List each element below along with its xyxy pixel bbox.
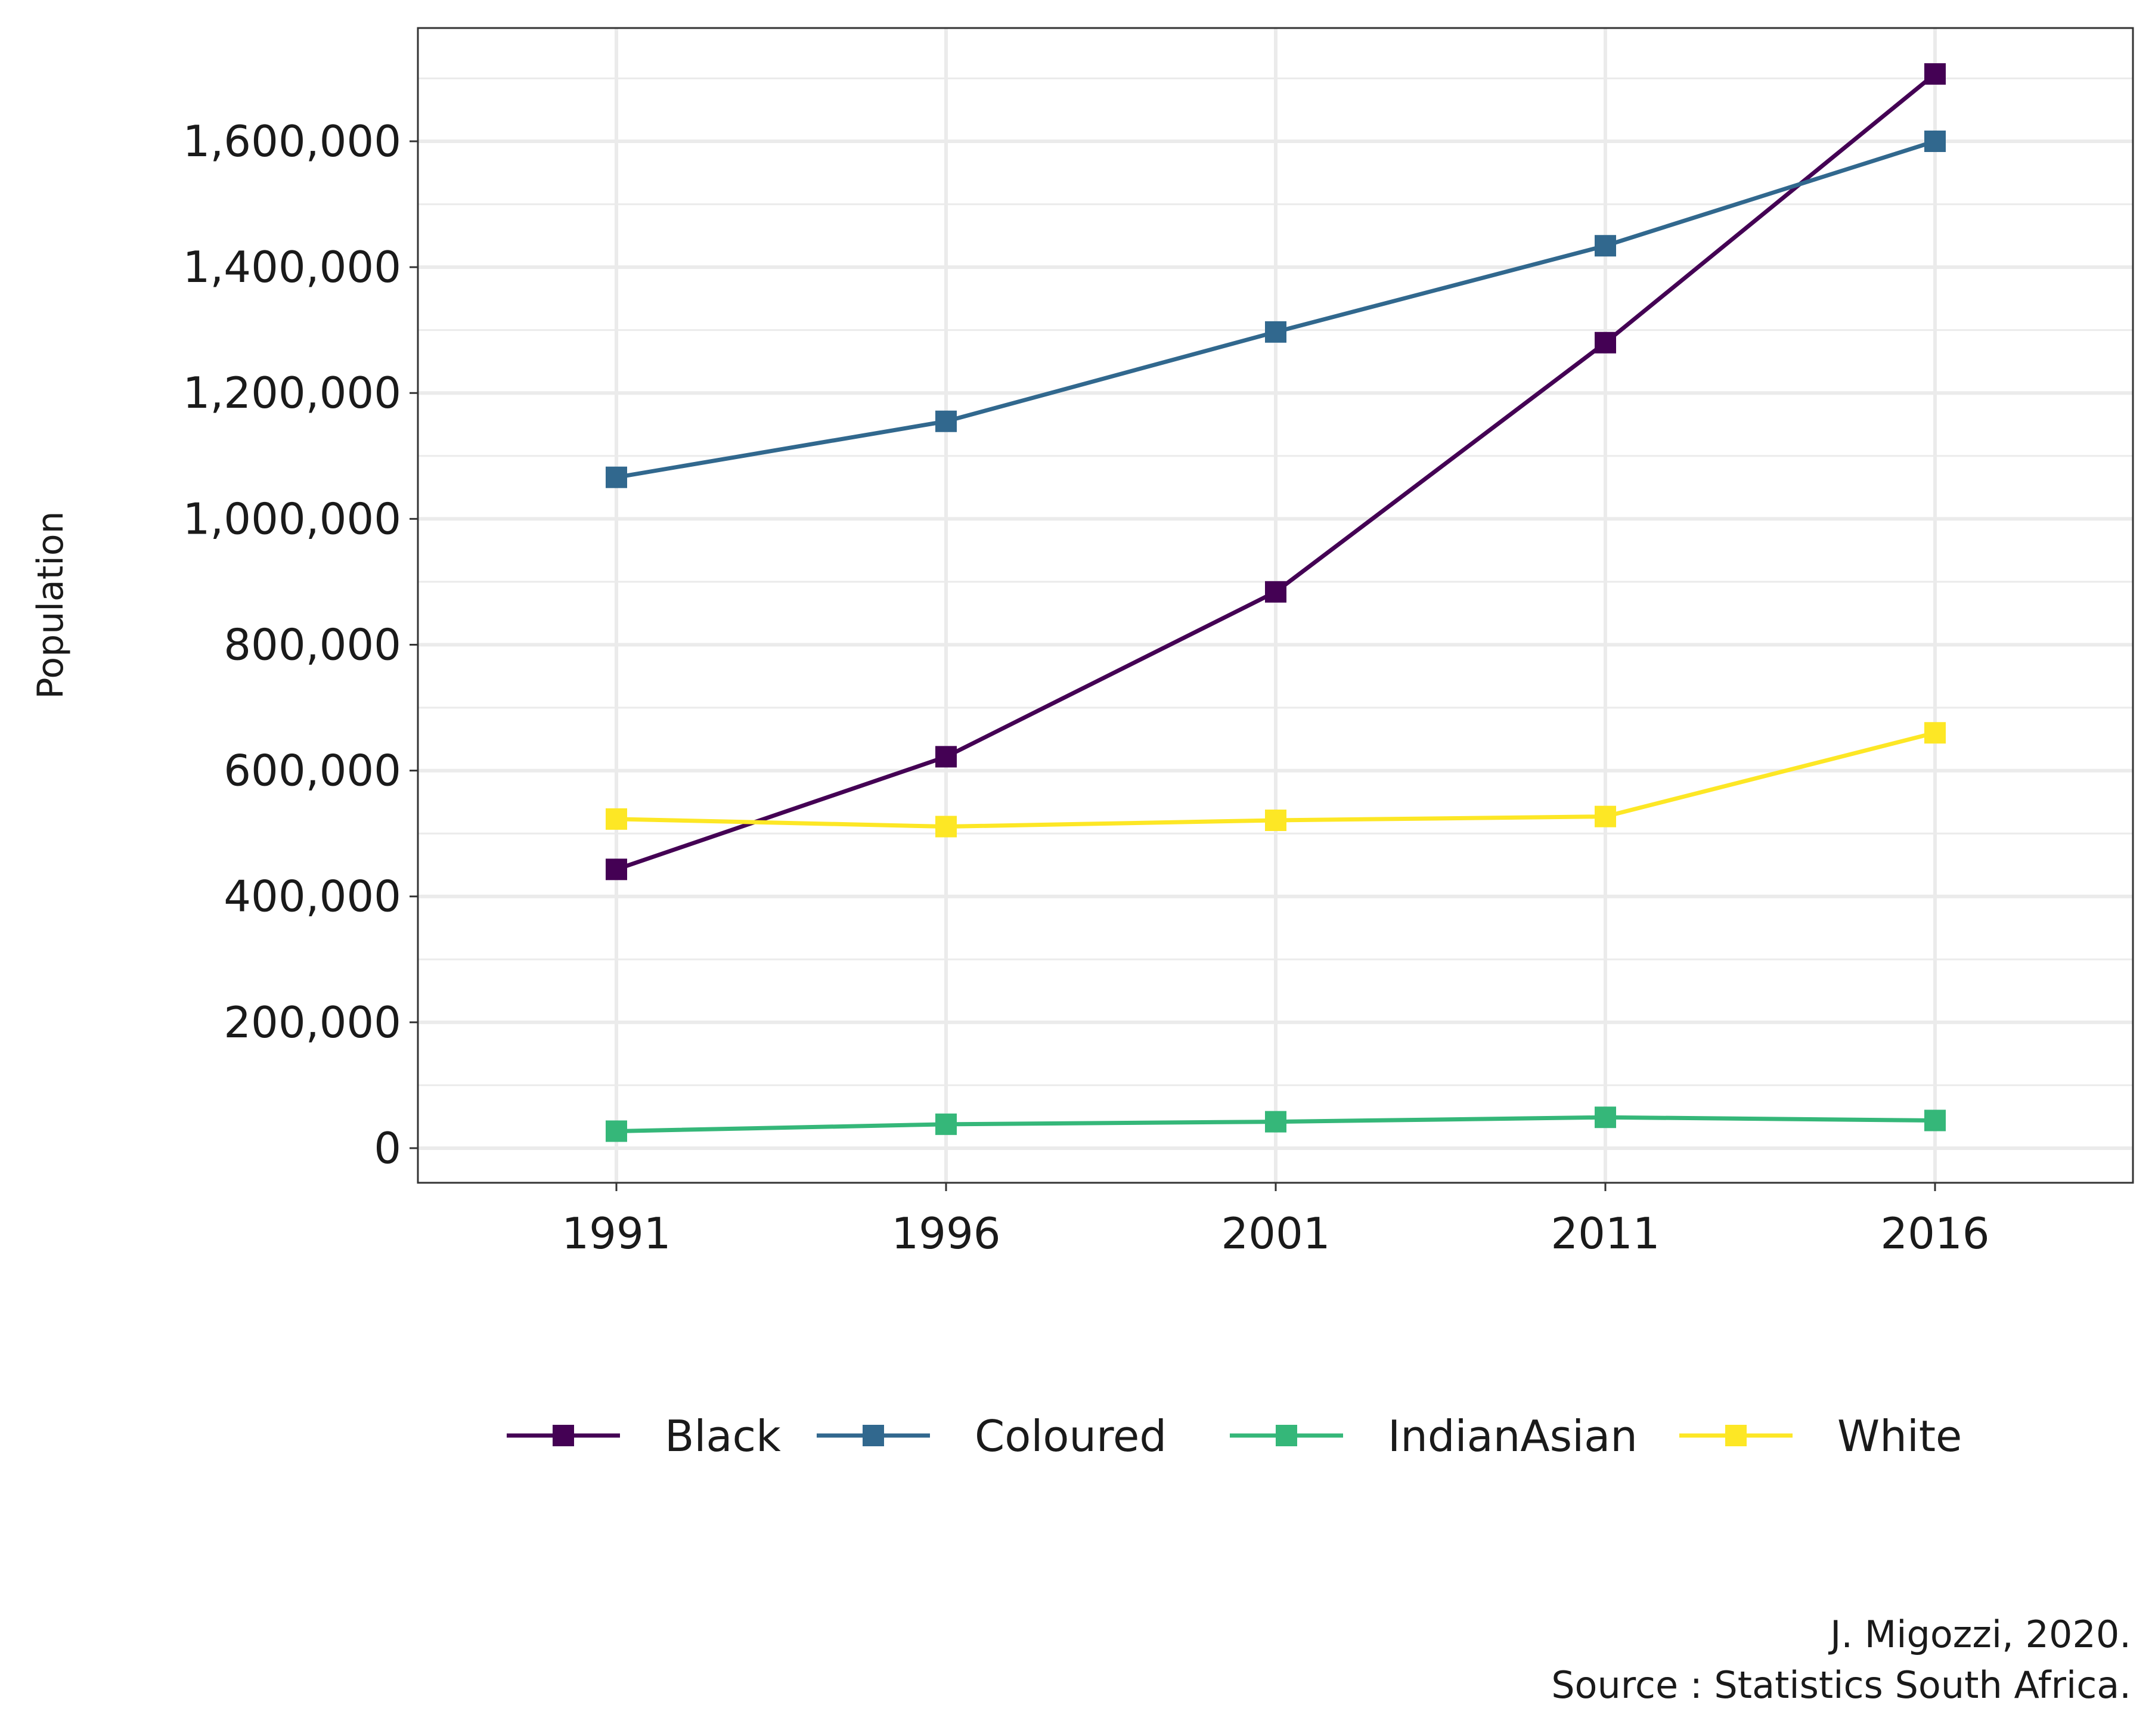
x-tick-label: 2011 <box>1551 1208 1660 1258</box>
caption-source: Source : Statistics South Africa. <box>1551 1663 2131 1707</box>
y-tick-label: 1,200,000 <box>183 368 401 418</box>
legend-label-coloured: Coloured <box>975 1411 1167 1461</box>
data-point-coloured <box>1924 131 1946 153</box>
caption-author: J. Migozzi, 2020. <box>1830 1613 2131 1656</box>
data-point-white <box>1924 722 1946 744</box>
data-markers <box>606 63 1946 1142</box>
y-tick-label: 400,000 <box>224 872 401 922</box>
x-tick-label: 2016 <box>1880 1208 1989 1258</box>
y-tick-label: 1,600,000 <box>183 116 401 166</box>
y-tick-label: 200,000 <box>224 997 401 1047</box>
data-point-white <box>606 808 627 830</box>
legend: Black Coloured IndianAsian White <box>507 1411 1962 1461</box>
data-point-black <box>606 858 627 881</box>
y-tick-label: 0 <box>374 1123 401 1173</box>
data-point-black <box>1265 581 1286 603</box>
y-tick-label: 800,000 <box>224 619 401 669</box>
data-point-indianasian <box>1265 1111 1286 1133</box>
legend-label-indianasian: IndianAsian <box>1388 1411 1638 1461</box>
grid-lines <box>418 28 2133 1183</box>
data-point-coloured <box>1265 321 1286 343</box>
legend-key-marker <box>553 1425 574 1446</box>
axes: 0 200,000 400,000 600,000 800,000 1,000,000 1,… <box>183 116 1990 1258</box>
x-tick-label: 2001 <box>1221 1208 1330 1258</box>
data-point-white <box>935 816 957 838</box>
data-point-indianasian <box>1924 1109 1946 1132</box>
data-point-coloured <box>606 466 627 488</box>
legend-key-marker <box>1276 1425 1297 1446</box>
legend-label-white: White <box>1837 1411 1962 1461</box>
data-point-indianasian <box>935 1113 957 1135</box>
legend-key-marker <box>1725 1425 1747 1446</box>
y-tick-label: 1,000,000 <box>183 494 401 544</box>
data-point-black <box>935 746 957 768</box>
legend-key-marker <box>863 1425 884 1446</box>
y-tick-label: 1,400,000 <box>183 242 401 292</box>
data-point-white <box>1265 809 1286 831</box>
legend-label-black: Black <box>665 1411 781 1461</box>
y-tick-label: 600,000 <box>224 746 401 796</box>
x-tick-label: 1991 <box>562 1208 671 1258</box>
x-tick-label: 1996 <box>891 1208 1000 1258</box>
data-point-indianasian <box>606 1120 627 1142</box>
data-point-white <box>1595 805 1616 827</box>
y-axis-title: Population <box>30 511 72 699</box>
data-point-coloured <box>1595 235 1616 257</box>
data-point-black <box>1924 63 1946 85</box>
data-point-indianasian <box>1595 1106 1616 1129</box>
data-point-coloured <box>935 410 957 432</box>
data-point-black <box>1595 331 1616 354</box>
